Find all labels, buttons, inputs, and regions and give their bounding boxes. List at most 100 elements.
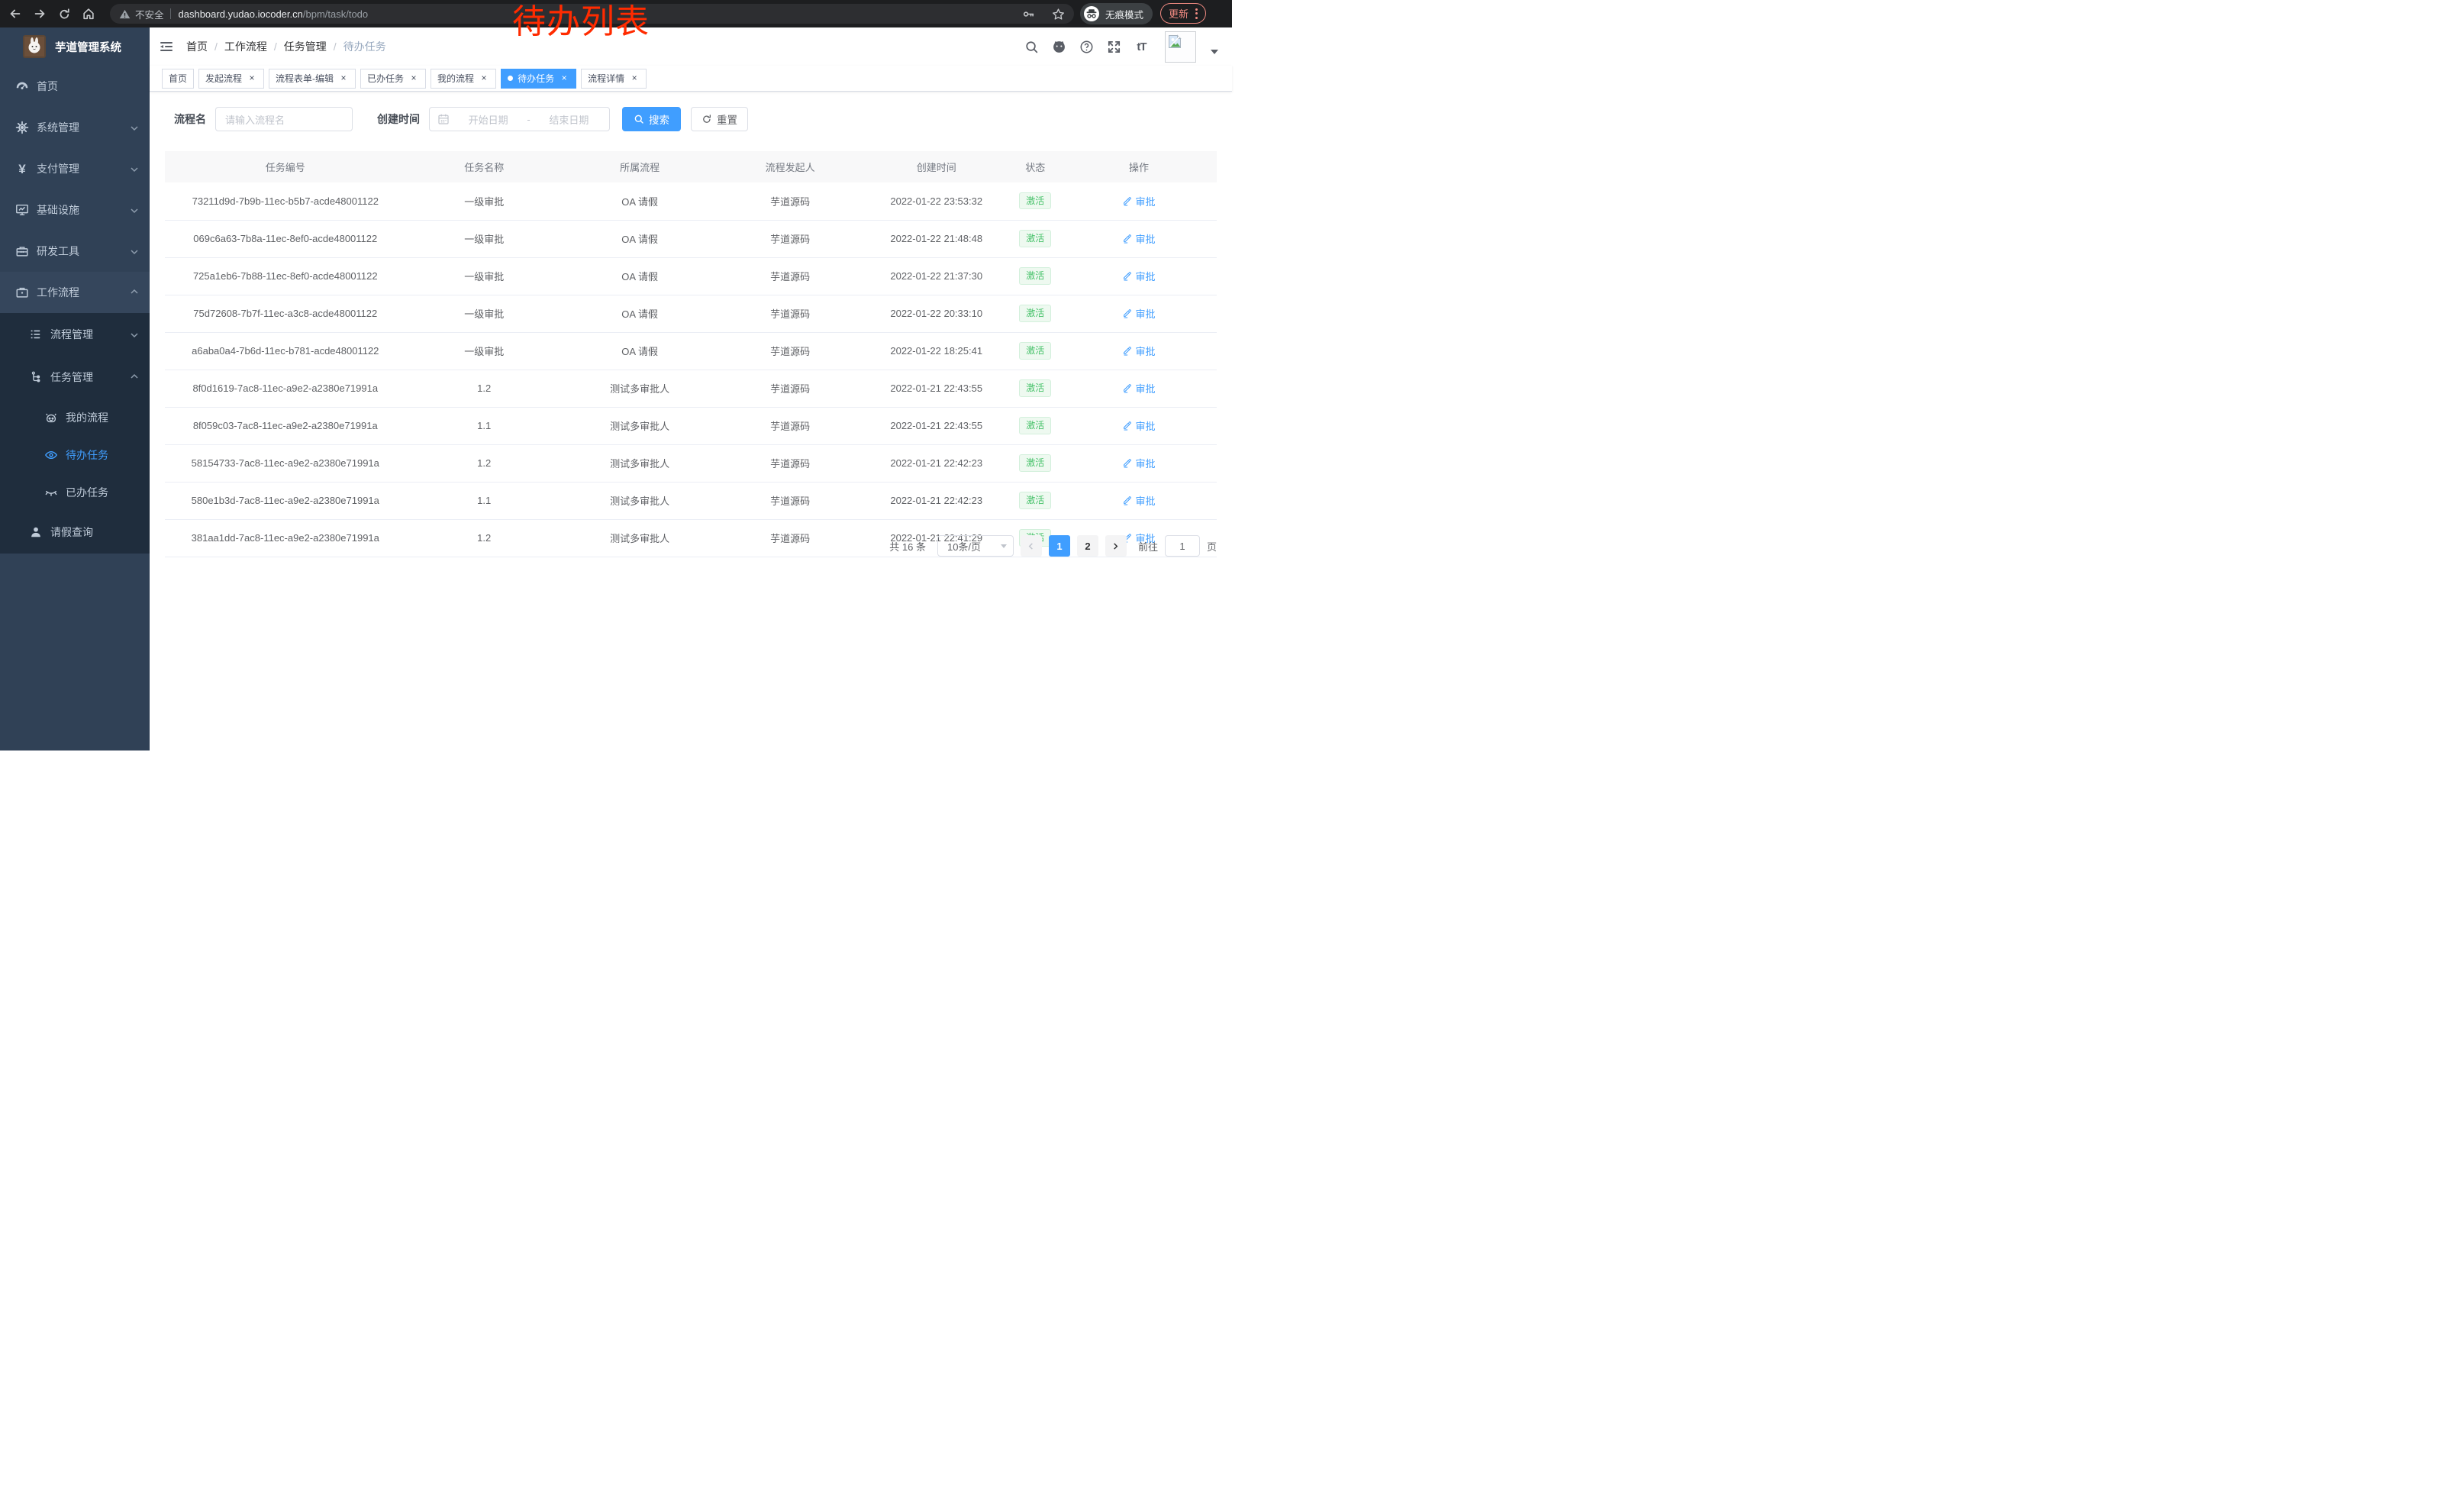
- approve-link[interactable]: 审批: [1122, 269, 1156, 283]
- tab-todo-tasks[interactable]: 待办任务: [501, 68, 577, 89]
- approve-link[interactable]: 审批: [1122, 194, 1156, 208]
- browser-back-icon[interactable]: [8, 6, 23, 21]
- col-task-id: 任务编号: [165, 151, 406, 182]
- avatar-dropdown-icon[interactable]: [1211, 50, 1218, 54]
- url-bar[interactable]: 不安全 dashboard.yudao.iocoder.cn/bpm/task/…: [110, 4, 1074, 24]
- browser-reload-icon[interactable]: [56, 6, 72, 21]
- table-row: 75d72608-7b7f-11ec-a3c8-acde48001122 一级审批…: [165, 295, 1217, 333]
- sidebar-toggle-icon[interactable]: [159, 39, 174, 54]
- list-tree-icon: [29, 328, 43, 341]
- edit-pen-icon: [1124, 459, 1132, 468]
- approve-link[interactable]: 审批: [1122, 381, 1156, 395]
- tags-view: 首页 发起流程 流程表单-编辑 已办任务 我的流程 待办任务 流程详情: [150, 66, 1232, 92]
- search-icon[interactable]: [1024, 40, 1039, 54]
- yen-icon: ¥: [18, 161, 26, 176]
- sidebar-item-infrastructure[interactable]: 基础设施: [0, 189, 150, 231]
- breadcrumb-home[interactable]: 首页: [186, 40, 208, 53]
- logo-row[interactable]: 芋道管理系统: [0, 27, 150, 66]
- date-range-input[interactable]: 开始日期 - 结束日期: [429, 107, 610, 131]
- close-tab-icon[interactable]: [629, 73, 640, 84]
- sidebar-item-leave-query[interactable]: 请假查询: [0, 511, 150, 554]
- breadcrumb-task-management[interactable]: 任务管理: [267, 39, 327, 54]
- github-icon[interactable]: [1052, 40, 1066, 54]
- font-size-icon[interactable]: [1134, 40, 1149, 54]
- sidebar-item-todo-tasks[interactable]: 待办任务: [0, 436, 150, 473]
- goto-page-input[interactable]: [1164, 535, 1200, 557]
- status-badge: 激活: [1019, 192, 1052, 210]
- edit-pen-icon: [1124, 421, 1132, 431]
- approve-link[interactable]: 审批: [1122, 456, 1156, 470]
- page-button-2[interactable]: 2: [1076, 535, 1098, 557]
- next-page-button[interactable]: [1105, 535, 1127, 557]
- eye-closed-icon: [44, 486, 58, 499]
- security-label: 不安全: [135, 9, 164, 21]
- status-badge: 激活: [1019, 230, 1052, 247]
- monitor-icon: [15, 203, 29, 217]
- search-button[interactable]: 搜索: [622, 107, 681, 131]
- broken-image-icon: [1169, 34, 1182, 48]
- chevron-down-icon: [130, 205, 139, 215]
- breadcrumb-current: 待办任务: [327, 39, 386, 54]
- edit-pen-icon: [1124, 384, 1132, 393]
- pagination-total: 共 16 条: [889, 541, 926, 553]
- key-icon[interactable]: [1022, 8, 1035, 21]
- sidebar-item-workflow[interactable]: 工作流程: [0, 272, 150, 313]
- gear-icon: [15, 121, 29, 134]
- sidebar-item-my-process[interactable]: 我的流程: [0, 399, 150, 436]
- browser-forward-icon[interactable]: [32, 6, 47, 21]
- col-created: 创建时间: [863, 151, 1010, 182]
- approve-link[interactable]: 审批: [1122, 306, 1156, 321]
- close-tab-icon[interactable]: [559, 73, 569, 84]
- tab-done-tasks[interactable]: 已办任务: [360, 68, 427, 89]
- tab-process-detail[interactable]: 流程详情: [581, 68, 647, 89]
- chevron-down-icon: [130, 330, 139, 339]
- close-tab-icon[interactable]: [479, 73, 489, 84]
- sidebar-item-devtools[interactable]: 研发工具: [0, 231, 150, 272]
- update-button[interactable]: 更新: [1160, 3, 1207, 24]
- sidebar-item-system[interactable]: 系统管理: [0, 107, 150, 148]
- browser-menu-icon[interactable]: [1195, 8, 1198, 19]
- bookmark-star-icon[interactable]: [1052, 8, 1065, 21]
- browser-chrome: 不安全 dashboard.yudao.iocoder.cn/bpm/task/…: [0, 0, 1232, 27]
- prev-page-button[interactable]: [1020, 535, 1042, 557]
- tab-process-form-edit[interactable]: 流程表单-编辑: [269, 68, 356, 89]
- chevron-up-icon: [130, 288, 139, 297]
- tab-my-process[interactable]: 我的流程: [431, 68, 497, 89]
- approve-link[interactable]: 审批: [1122, 231, 1156, 246]
- chevron-down-icon: [130, 123, 139, 132]
- approve-link[interactable]: 审批: [1122, 344, 1156, 358]
- sidebar-item-payment[interactable]: ¥ 支付管理: [0, 148, 150, 189]
- page-size-select[interactable]: 10条/页: [937, 535, 1014, 557]
- close-tab-icon[interactable]: [247, 73, 257, 84]
- sidebar-item-home[interactable]: 首页: [0, 66, 150, 107]
- reset-button[interactable]: 重置: [691, 107, 748, 131]
- tab-start-process[interactable]: 发起流程: [198, 68, 265, 89]
- table-row: 8f0d1619-7ac8-11ec-a9e2-a2380e71991a 1.2 测…: [165, 370, 1217, 408]
- approve-link[interactable]: 审批: [1122, 493, 1156, 508]
- approve-link[interactable]: 审批: [1122, 418, 1156, 433]
- col-actions: 操作: [1061, 151, 1217, 182]
- app-navbar: 首页 工作流程 任务管理 待办任务: [150, 27, 1232, 66]
- filter-form: 流程名 请输入流程名 创建时间 开始日期 - 结束日期 搜索: [174, 107, 1217, 131]
- edit-pen-icon: [1124, 234, 1132, 244]
- workflow-submenu: 流程管理 任务管理: [0, 313, 150, 554]
- screen: 不安全 dashboard.yudao.iocoder.cn/bpm/task/…: [0, 0, 1232, 750]
- page-button-1[interactable]: 1: [1048, 535, 1070, 557]
- breadcrumb-workflow[interactable]: 工作流程: [208, 39, 267, 54]
- browser-home-icon[interactable]: [81, 6, 96, 21]
- help-icon[interactable]: [1079, 40, 1094, 54]
- sidebar-item-done-tasks[interactable]: 已办任务: [0, 473, 150, 511]
- status-badge: 激活: [1019, 417, 1052, 434]
- sidebar-item-task-management[interactable]: 任务管理: [0, 356, 150, 399]
- avatar[interactable]: [1165, 31, 1196, 63]
- close-tab-icon[interactable]: [338, 73, 349, 84]
- close-tab-icon[interactable]: [408, 73, 419, 84]
- sidebar-item-process-management[interactable]: 流程管理: [0, 313, 150, 356]
- process-name-input[interactable]: 请输入流程名: [215, 107, 353, 131]
- incognito-icon: [1084, 6, 1099, 21]
- logo-image: [23, 35, 46, 58]
- fullscreen-icon[interactable]: [1107, 40, 1121, 54]
- tab-home[interactable]: 首页: [162, 68, 195, 89]
- goto-label: 前往: [1137, 541, 1158, 553]
- sidebar: 芋道管理系统 首页 系统管理: [0, 27, 150, 750]
